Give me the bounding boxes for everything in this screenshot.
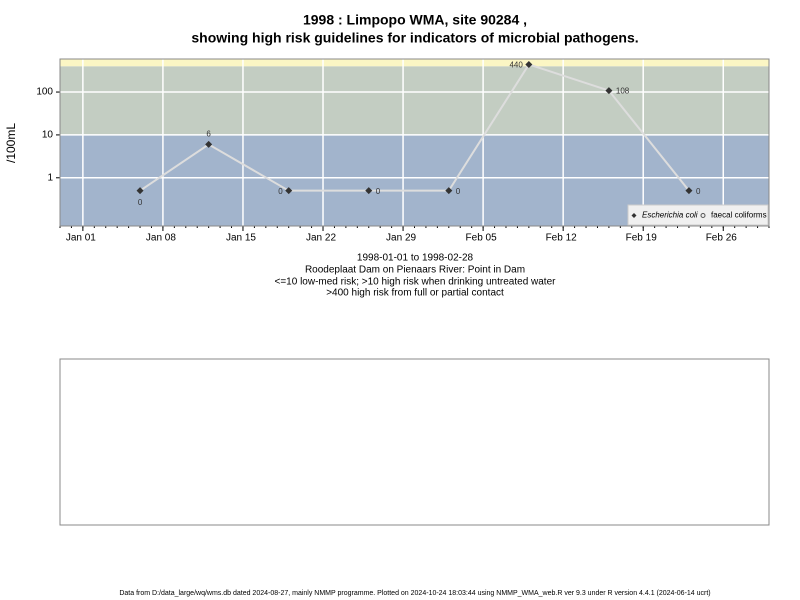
x-tick-label: Jan 08	[146, 233, 176, 244]
data-point	[525, 60, 533, 68]
x-tick-label: Feb 12	[546, 233, 578, 244]
data-label: 0	[456, 187, 461, 196]
plot-frame	[59, 58, 770, 227]
risk-band	[60, 59, 769, 67]
data-point	[285, 187, 293, 195]
risk-band	[60, 66, 769, 135]
y-tick-label: 1	[47, 172, 53, 183]
x-tick-label: Jan 15	[226, 233, 256, 244]
note: <=10 low-med risk; >10 high risk when dr…	[275, 277, 557, 288]
data-point	[365, 187, 373, 195]
x-tick-label: Feb 05	[466, 233, 498, 244]
data-label: 0	[138, 198, 143, 207]
legend-label: Escherichia coli	[642, 211, 698, 220]
y-tick-label: 100	[36, 87, 53, 98]
data-point	[685, 187, 693, 195]
legend-marker	[631, 213, 637, 218]
chart-subtitle: showing high risk guidelines for indicat…	[191, 30, 638, 46]
data-label: 6	[206, 130, 211, 139]
data-label: 108	[616, 87, 630, 96]
chart-title: 1998 : Limpopo WMA, site 90284 ,	[303, 12, 527, 28]
x-tick-label: Jan 01	[66, 233, 96, 244]
data-point	[205, 140, 213, 148]
data-label: 0	[696, 187, 701, 196]
y-tick-label: 10	[42, 130, 54, 141]
x-tick-label: Jan 22	[306, 233, 336, 244]
note: Roodeplaat Dam on Pienaars River: Point …	[305, 265, 525, 276]
series-line	[139, 63, 690, 192]
data-label: 0	[278, 187, 283, 196]
note: >400 high risk from full or partial cont…	[326, 288, 504, 299]
x-tick-label: Feb 26	[706, 233, 738, 244]
legend-box	[627, 204, 769, 226]
empty-panel	[59, 358, 770, 526]
data-point	[605, 87, 613, 95]
note: 1998-01-01 to 1998-02-28	[357, 253, 474, 264]
x-tick-label: Jan 29	[386, 233, 416, 244]
legend-marker	[700, 213, 706, 218]
data-point	[445, 187, 453, 195]
x-tick-label: Feb 19	[626, 233, 658, 244]
y-axis-label: /100mL	[4, 123, 18, 163]
footer: Data from D:/data_large/wq/wms.db dated …	[119, 590, 710, 597]
data-point	[136, 187, 144, 195]
legend-label: faecal coliforms	[711, 211, 767, 220]
data-label: 0	[376, 187, 381, 196]
data-label: 440	[509, 61, 523, 70]
